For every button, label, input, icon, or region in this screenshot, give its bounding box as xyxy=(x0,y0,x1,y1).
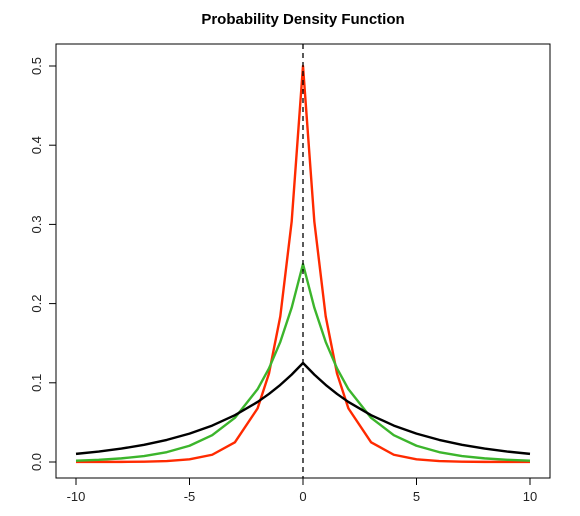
y-axis: 0.0 0.1 0.2 0.3 0.4 0.5 xyxy=(29,57,56,471)
y-tick-label: 0.5 xyxy=(29,57,44,75)
x-tick-label: -10 xyxy=(67,489,86,504)
y-tick-label: 0.0 xyxy=(29,453,44,471)
y-tick-label: 0.2 xyxy=(29,295,44,313)
y-tick-label: 0.3 xyxy=(29,215,44,233)
x-tick-label: 0 xyxy=(299,489,306,504)
x-tick-label: 5 xyxy=(413,489,420,504)
y-tick-label: 0.4 xyxy=(29,136,44,154)
x-tick-label: -5 xyxy=(184,489,196,504)
chart-title: Probability Density Function xyxy=(201,11,404,28)
x-tick-label: 10 xyxy=(523,489,537,504)
x-axis: -10 -5 0 5 10 xyxy=(67,478,537,504)
y-tick-label: 0.1 xyxy=(29,374,44,392)
